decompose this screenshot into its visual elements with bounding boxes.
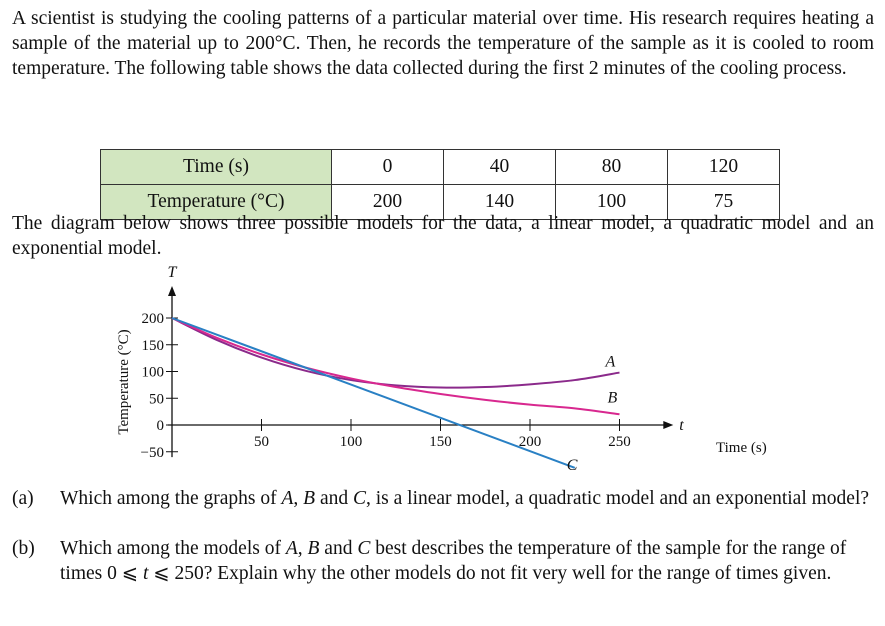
- series-C-curve: [171, 317, 576, 469]
- y-tick-label: −50: [141, 445, 164, 461]
- series-A-label: A: [605, 354, 616, 371]
- x-tick-label: 100: [340, 434, 363, 450]
- table-cell: 140: [443, 184, 556, 220]
- y-tick-label: 100: [142, 365, 165, 381]
- cooling-models-chart: 50 100 150 200 250 −50 0 50 100 150 200 A B C Tt Time …: [116, 264, 767, 474]
- table-header-temperature: Temperature (°C): [100, 184, 332, 220]
- data-table: Time (s) 0 40 80 120 Temperature (°C) 20…: [100, 149, 780, 220]
- series-C-label: C: [567, 457, 578, 474]
- table-cell: 75: [667, 184, 780, 220]
- y-tick-label: 0: [157, 418, 165, 434]
- series-A-curve: [171, 317, 620, 389]
- table-row: Temperature (°C) 200 140 100 75: [100, 184, 780, 220]
- question-label: (a): [12, 488, 34, 509]
- x-axis-arrow: [663, 421, 674, 429]
- table-cell: 200: [331, 184, 444, 220]
- diagram-intro-paragraph: The diagram below shows three possible m…: [12, 213, 874, 259]
- table-row: Time (s) 0 40 80 120: [100, 149, 780, 185]
- question-label: (b): [12, 538, 35, 559]
- x-axis-title: Time (s): [716, 440, 767, 456]
- x-axis-letter: t: [679, 417, 684, 434]
- series-B-curve: [171, 317, 620, 416]
- table-cell: 40: [443, 149, 556, 185]
- intro-paragraph: A scientist is studying the cooling patt…: [12, 8, 874, 79]
- x-tick-label: 150: [429, 434, 452, 450]
- y-axis-title: Temperature (°C): [116, 329, 132, 434]
- table-cell: 80: [555, 149, 668, 185]
- y-tick-label: 200: [142, 311, 165, 327]
- x-tick-label: 50: [254, 434, 269, 450]
- y-tick-label: 150: [142, 338, 165, 354]
- table-header-time: Time (s): [100, 149, 332, 185]
- y-axis-arrow: [168, 285, 176, 296]
- chart-ticks: 50 100 150 200 250 −50 0 50 100 150 200: [141, 311, 631, 461]
- y-axis-letter: T: [168, 264, 178, 281]
- chart-labels: A B C Tt Time (s) Temperature (°C): [116, 264, 767, 474]
- y-tick-label: 50: [149, 391, 164, 407]
- table-cell: 120: [667, 149, 780, 185]
- x-tick-label: 200: [519, 434, 542, 450]
- chart-axes: [168, 285, 674, 458]
- chart-series: [171, 317, 620, 469]
- x-tick-label: 250: [608, 434, 631, 450]
- table-cell: 0: [331, 149, 444, 185]
- question-text: Which among the models of A, B and C bes…: [60, 538, 847, 584]
- table-cell: 100: [555, 184, 668, 220]
- series-B-label: B: [608, 389, 618, 406]
- question-text: Which among the graphs of A, B and C, is…: [60, 488, 870, 509]
